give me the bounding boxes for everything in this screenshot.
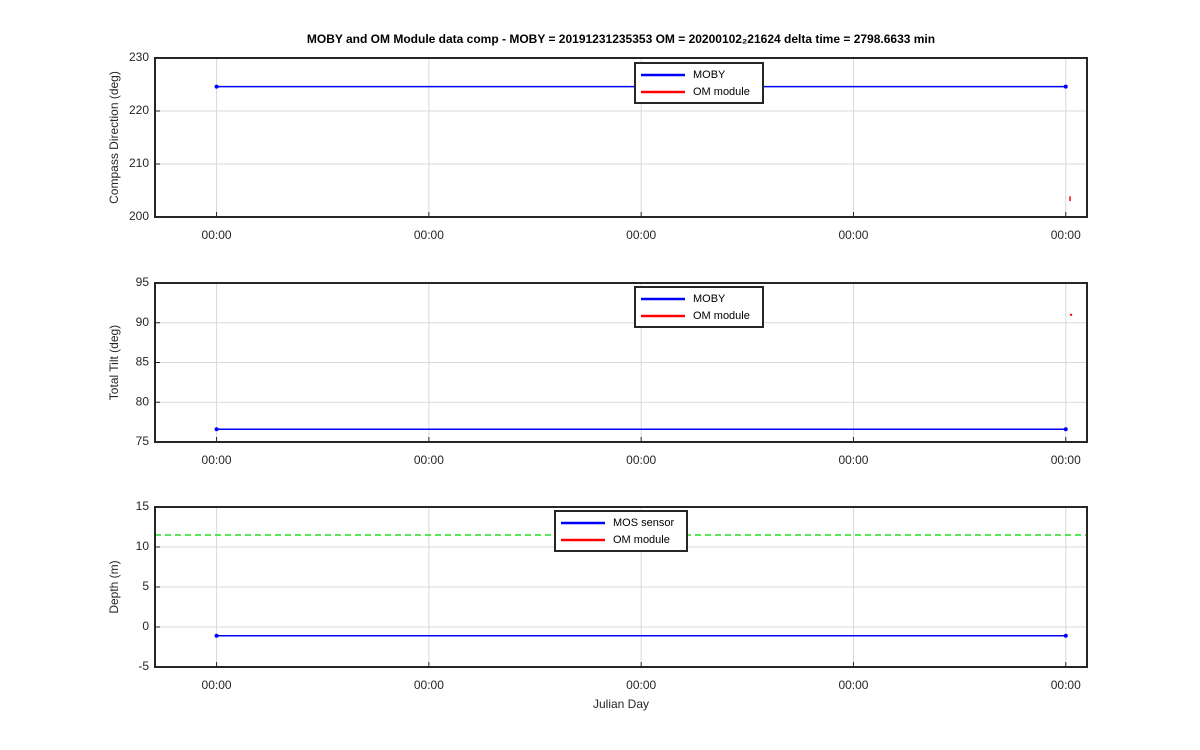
- x-tick-label: 00:00: [838, 453, 868, 467]
- x-tick-label: 00:00: [202, 453, 232, 467]
- legend-label: MOS sensor: [613, 517, 674, 529]
- legend-label: OM module: [693, 86, 750, 98]
- y-tick-label: 75: [136, 434, 150, 448]
- y-tick-label: 220: [129, 103, 149, 117]
- y-tick-label: 15: [136, 499, 150, 513]
- y-tick-label: 95: [136, 275, 150, 289]
- x-tick-label: 00:00: [626, 228, 656, 242]
- y-tick-label: 0: [142, 619, 149, 633]
- axes-box: [154, 506, 1088, 668]
- x-tick-label: 00:00: [1051, 228, 1081, 242]
- data-point: [214, 633, 219, 638]
- y-tick-label: 80: [136, 394, 150, 408]
- x-tick-label: 00:00: [838, 228, 868, 242]
- data-point: [1063, 427, 1068, 432]
- y-tick-label: 10: [136, 539, 150, 553]
- x-tick-label: 00:00: [202, 228, 232, 242]
- y-tick-label: 90: [136, 315, 150, 329]
- y-tick-label: 230: [129, 50, 149, 64]
- legend-box: [634, 62, 764, 104]
- figure-title: MOBY and OM Module data comp - MOBY = 20…: [307, 32, 935, 46]
- x-tick-label: 00:00: [626, 678, 656, 692]
- y-axis-label: Compass Direction (deg): [107, 71, 121, 204]
- x-tick-label: 00:00: [1051, 678, 1081, 692]
- data-point: [1063, 84, 1068, 89]
- y-tick-label: 200: [129, 209, 149, 223]
- data-point: [214, 84, 219, 89]
- data-point: [1063, 633, 1068, 638]
- data-point: [214, 427, 219, 432]
- legend-box: [634, 286, 764, 328]
- x-tick-label: 00:00: [626, 453, 656, 467]
- legend-label: OM module: [613, 534, 670, 546]
- legend-box: [554, 510, 688, 552]
- x-tick-label: 00:00: [414, 228, 444, 242]
- x-axis-label: Julian Day: [593, 697, 649, 711]
- x-tick-label: 00:00: [1051, 453, 1081, 467]
- legend-label: MOBY: [693, 293, 726, 305]
- x-tick-label: 00:00: [414, 678, 444, 692]
- legend-label: MOBY: [693, 69, 726, 81]
- x-tick-label: 00:00: [414, 453, 444, 467]
- legend-label: OM module: [693, 310, 750, 322]
- x-tick-label: 00:00: [202, 678, 232, 692]
- axes-box: [154, 57, 1088, 218]
- y-tick-label: -5: [138, 659, 149, 673]
- y-axis-label: Total Tilt (deg): [107, 325, 121, 400]
- y-tick-label: 5: [142, 579, 149, 593]
- x-tick-label: 00:00: [838, 678, 868, 692]
- axes-box: [154, 282, 1088, 443]
- y-axis-label: Depth (m): [107, 560, 121, 613]
- y-tick-label: 85: [136, 355, 150, 369]
- y-tick-label: 210: [129, 156, 149, 170]
